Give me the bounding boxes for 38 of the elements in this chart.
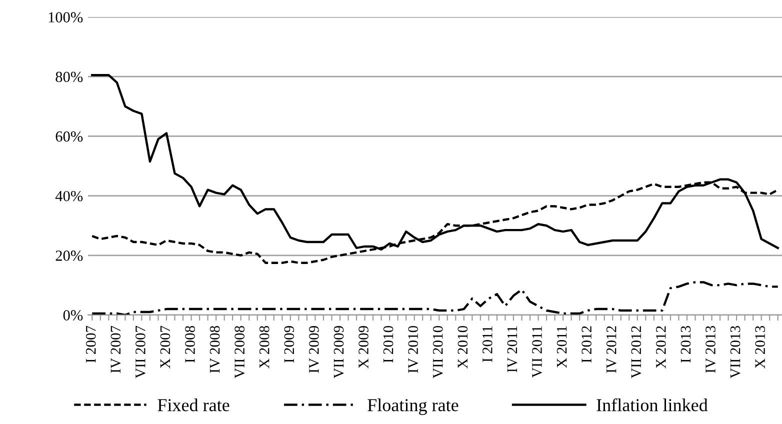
x-tick-label: I 2013 [680,326,691,363]
x-tick-label: X 2013 [755,326,765,368]
x-tick-label: IV 2011 [507,326,518,372]
x-tick-label: IV 2010 [408,326,418,373]
y-tick-label: 100% [48,12,83,22]
y-tick-label: 0% [63,310,83,320]
line-series [91,281,779,315]
y-tick-label: 20% [56,250,83,261]
x-tick-label: IV 2007 [110,326,121,373]
legend-label: Fixed rate [158,398,230,412]
y-tick-label: 40% [55,190,83,202]
x-tick-label: VII 2008 [234,326,245,378]
legend-label: Floating rate [368,398,458,415]
x-tick-label: X 2009 [358,326,368,368]
x-tick-label: I 2011 [482,326,492,362]
x-tick-label: VII 2011 [532,326,542,378]
x-tick-label: I 2007 [86,326,96,363]
x-tick-label: IV 2012 [606,326,616,373]
x-tick-label: VII 2012 [631,326,642,378]
x-tick-label: I 2008 [185,326,195,363]
x-tick-label: X 2011 [556,326,567,368]
x-tick-label: IV 2009 [309,326,319,373]
x-tick-label: VII 2009 [334,326,344,378]
x-tick-label: I 2009 [284,326,294,363]
x-tick-label: IV 2008 [210,326,220,373]
x-tick-label: VII 2010 [432,326,443,378]
x-tick-label: I 2012 [582,326,592,363]
x-tick-label: X 2008 [259,326,270,368]
x-tick-label: X 2010 [458,326,468,368]
legend-label: Inflation linked [596,398,708,412]
x-tick-label: VII 2013 [730,326,740,378]
y-tick-label: 80% [56,72,83,82]
x-tick-label: VII 2007 [136,326,146,378]
x-tick-label: I 2010 [383,326,394,363]
x-tick-label: IV 2013 [706,326,716,373]
x-tick-label: X 2012 [656,326,666,368]
x-tick-label: X 2007 [160,326,170,368]
y-tick-label: 60% [56,131,83,142]
